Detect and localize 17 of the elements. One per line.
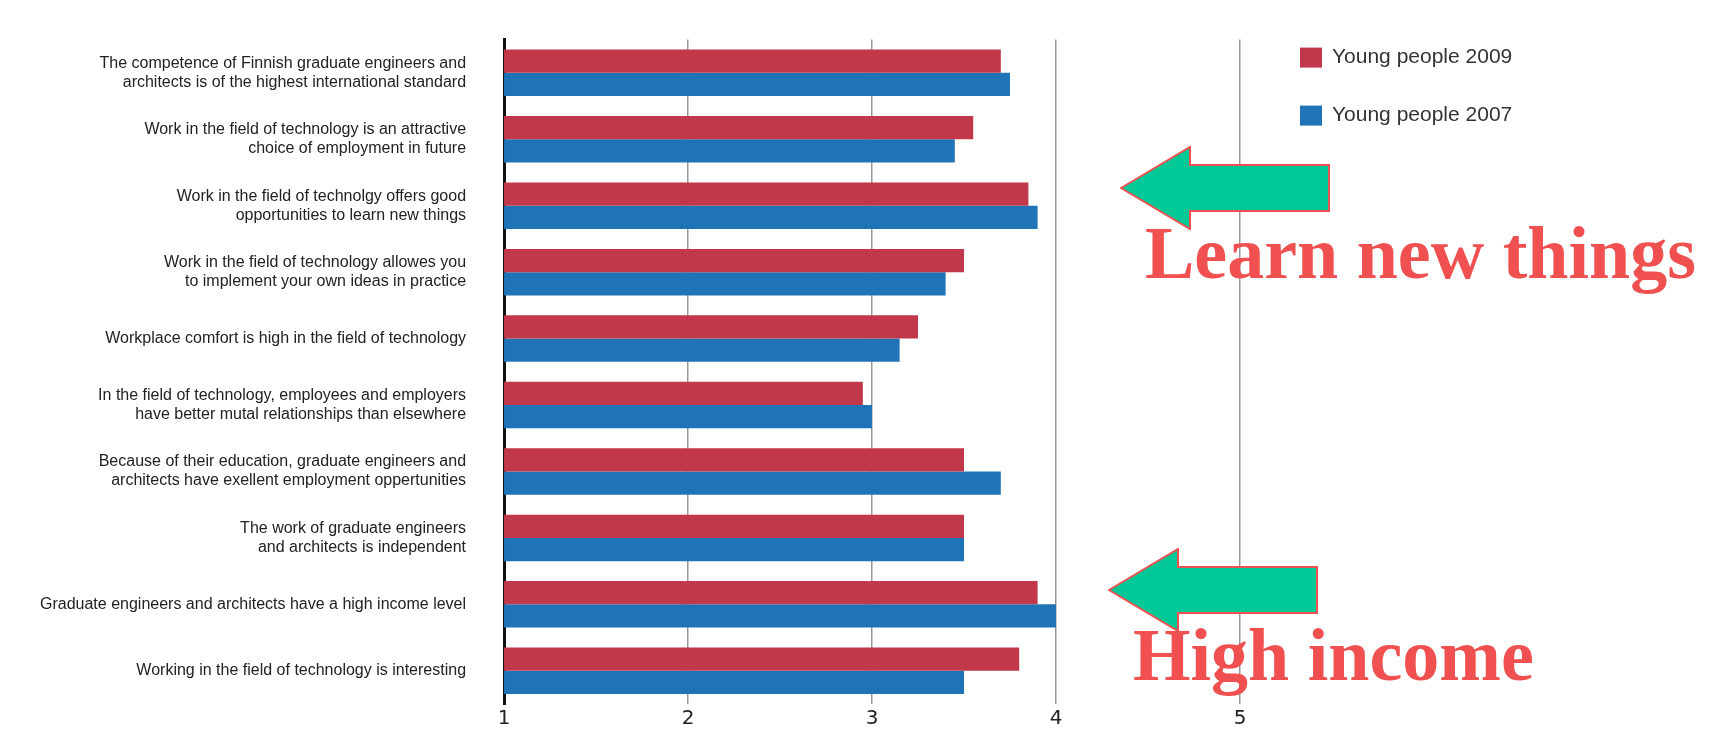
y-tick-label: Graduate engineers and architects have a high income level [39,594,467,612]
y-tick-label: Workplace comfort is high in the field of technology [105,328,467,346]
legend-label: Young people 2009 [1332,44,1513,68]
legend-label: Young people 2007 [1332,102,1513,126]
y-tick-label: Work in the field of technolgy offers good opportunities to learn new things [176,186,467,223]
y-tick-label: The work of graduate engineers and architects is independent [240,518,467,555]
x-tick-label: 2 [681,705,695,730]
x-tick-label: 4 [1049,705,1063,730]
x-tick-label: 5 [1233,705,1247,730]
y-tick-label: Working in the field of technology is interesting [136,661,467,679]
y-tick-label: The competence of Finnish graduate engineers and architects is of the highest international standard [99,53,467,90]
y-tick-label: Because of their education, graduate engineers and architects have exellent employment oppertunities [98,452,467,489]
x-tick-label: 1 [497,705,511,730]
y-tick-label: In the field of technology, employees and employers have better mutal relationships than elsewhere [98,385,467,423]
y-tick-label: Work in the field of technology is an attractive choice of employment in future [144,120,467,157]
x-tick-label: 3 [865,705,879,730]
y-tick-label: Work in the field of technology allowes you to implement your own ideas in practice [163,252,467,290]
